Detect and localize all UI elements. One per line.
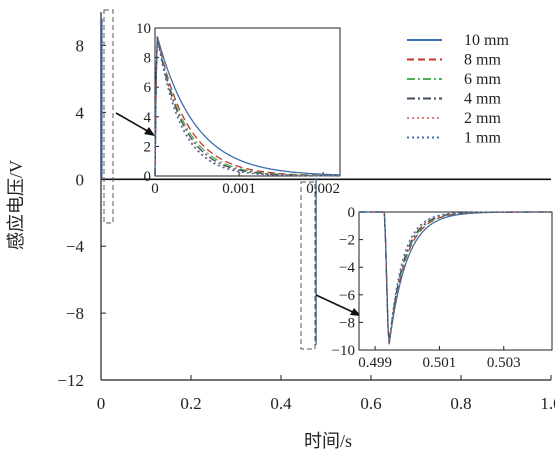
legend-label: 1 mm [464, 130, 501, 147]
inset-negative-pulse: 0.499 0.501 0.503 0 −2 −4 −6 −8 −10 [332, 205, 553, 371]
inset-x-tick-label: 0.001 [222, 181, 256, 197]
inset-series-line [359, 211, 552, 344]
inset-series-line [154, 36, 341, 177]
inset-x-tick-label: 0.501 [423, 355, 457, 371]
x-tick-label: 0.4 [270, 394, 292, 413]
inset-x-tick-label: 0.503 [487, 355, 521, 371]
legend-label: 8 mm [464, 52, 501, 69]
inset-x-tick-label: 0 [151, 181, 159, 197]
arrowhead-positive [144, 127, 155, 136]
x-tick-label: 0 [97, 394, 106, 413]
inset-x-tick-label: 0.002 [306, 181, 340, 197]
inset-y-tick-label: 6 [144, 80, 152, 96]
inset-series-line [154, 37, 340, 177]
y-tick-label: −12 [57, 371, 84, 390]
arrowhead-negative [350, 308, 361, 316]
inset-y-tick-label: 10 [136, 21, 151, 37]
inset-y-tick-label: −8 [339, 315, 355, 331]
inset-y-tick-label: −6 [339, 288, 355, 304]
inset-y-tick-label: 0 [348, 205, 356, 221]
x-tick-label: 0.2 [180, 394, 201, 413]
inset-series-line [154, 36, 341, 177]
y-tick-label: −8 [66, 304, 84, 323]
inset-y-tick-label: 2 [144, 139, 152, 155]
inset-y-tick-label: 0 [144, 169, 152, 185]
zoom-box-negative [300, 181, 316, 350]
legend-label: 2 mm [464, 110, 501, 127]
legend-label: 4 mm [464, 91, 501, 108]
callout-arrow-negative [315, 294, 358, 315]
x-tick-label: 0.8 [450, 394, 471, 413]
inset-positive-pulse: 0 0.001 0.002 0 2 4 6 8 10 [136, 21, 341, 197]
y-tick-label: 0 [76, 170, 85, 189]
inset-y-tick-label: 4 [144, 110, 152, 126]
y-tick-label: 4 [76, 103, 85, 122]
inset-y-tick-label: −10 [332, 343, 355, 359]
legend-label: 10 mm [464, 32, 509, 49]
inset-y-tick-label: −2 [339, 233, 355, 249]
x-axis-title: 时间/s [304, 431, 352, 451]
x-tick-label: 0.6 [360, 394, 381, 413]
inset-x-tick-label: 0.499 [358, 355, 392, 371]
main-plot: 0 0.2 0.4 0.6 0.8 1.0 −12 −8 −4 0 4 8 [57, 9, 555, 413]
y-axis-title: 感应电压/V [6, 160, 26, 250]
zoom-box-positive [103, 9, 114, 224]
callout-arrow-positive [115, 112, 152, 134]
y-tick-label: −4 [66, 237, 85, 256]
inset-frame [154, 27, 341, 177]
x-tick-label: 1.0 [540, 394, 555, 413]
y-tick-label: 8 [76, 36, 85, 55]
legend: 10 mm 8 mm 6 mm 4 mm 2 mm 1 mm [407, 32, 509, 147]
legend-label: 6 mm [464, 71, 501, 88]
inset-y-tick-label: −4 [339, 260, 355, 276]
inset-y-tick-label: 8 [144, 51, 152, 67]
